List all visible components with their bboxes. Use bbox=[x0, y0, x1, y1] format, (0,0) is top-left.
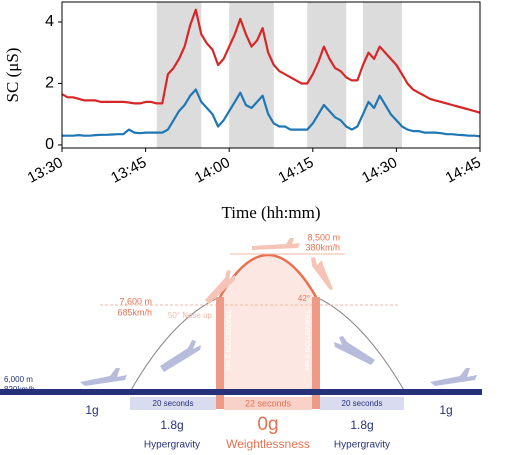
shaded-span bbox=[229, 2, 274, 148]
x-tick-label: 14:15 bbox=[275, 154, 316, 187]
transition-label: TRANSITION 5 sec bbox=[224, 310, 231, 372]
transition-bar bbox=[216, 297, 224, 409]
planes-zero-g bbox=[205, 238, 333, 304]
g-level: 1g bbox=[85, 403, 98, 417]
plane-icon bbox=[430, 368, 477, 386]
entry-altitude: 7,600 m bbox=[119, 296, 152, 306]
planes bbox=[80, 336, 477, 386]
chart: 0 2 4 13:30 13:45 14:00 14:15 14:30 14:45 bbox=[25, 1, 484, 187]
shaded-span bbox=[156, 2, 202, 148]
pull-out-curve bbox=[315, 296, 406, 393]
cruise-line bbox=[0, 389, 482, 395]
x-tick-label: 14:00 bbox=[192, 154, 233, 187]
peak-speed: 380km/h bbox=[305, 242, 340, 252]
x-axis-label: Time (hh:mm) bbox=[221, 203, 320, 222]
plane-icon bbox=[252, 238, 300, 250]
phase-name: Weightlessness bbox=[226, 437, 310, 451]
g-level: 1.8g bbox=[350, 418, 373, 432]
duration-label: 22 seconds bbox=[245, 398, 292, 408]
zero-g-area bbox=[220, 255, 316, 392]
cruise-altitude: 6,000 m bbox=[4, 375, 33, 384]
x-tick-label: 14:45 bbox=[443, 154, 484, 187]
duration-label: 20 seconds bbox=[153, 399, 194, 408]
y-axis-label: SC (μS) bbox=[3, 48, 22, 103]
x-tick-label: 14:30 bbox=[359, 154, 400, 187]
peak-altitude: 8,500 m bbox=[307, 232, 340, 242]
phase-name: Hypergravity bbox=[334, 440, 390, 451]
series-line bbox=[62, 88, 481, 138]
shaded-span bbox=[362, 2, 402, 148]
duration-box bbox=[224, 397, 312, 410]
duration-label: 20 seconds bbox=[342, 399, 383, 408]
y-tick-label: 4 bbox=[45, 13, 54, 30]
plane-icon bbox=[311, 257, 333, 290]
cruise-speed: 820km/h bbox=[4, 385, 35, 394]
plane-icon bbox=[205, 270, 235, 304]
g-level: 1.8g bbox=[160, 418, 183, 432]
entry-pitch: 50° Nose up bbox=[168, 311, 213, 320]
duration-box bbox=[130, 397, 216, 410]
plane-icon bbox=[160, 340, 201, 372]
series-line bbox=[61, 8, 481, 114]
y-tick-label: 0 bbox=[45, 136, 54, 153]
plane-icon bbox=[80, 368, 127, 386]
duration-box bbox=[320, 397, 404, 410]
exit-angle: 42° bbox=[298, 294, 310, 303]
x-tick-label: 13:30 bbox=[25, 154, 66, 187]
x-tick-label: 13:45 bbox=[108, 154, 149, 187]
plot-frame bbox=[61, 1, 481, 149]
g-level: 1g bbox=[439, 403, 452, 417]
transition-label: TRANSITION 5 sec bbox=[303, 310, 310, 372]
y-tick-label: 2 bbox=[45, 75, 54, 92]
plane-icon bbox=[334, 336, 375, 365]
diagram: 8,500 m 380km/h 7,600 m 685km/h 50° Nose… bbox=[0, 232, 482, 451]
transition-bar bbox=[312, 297, 320, 409]
phase-name: Hypergravity bbox=[144, 440, 200, 451]
entry-speed: 685km/h bbox=[117, 307, 152, 317]
g-level: 0g bbox=[257, 414, 278, 435]
